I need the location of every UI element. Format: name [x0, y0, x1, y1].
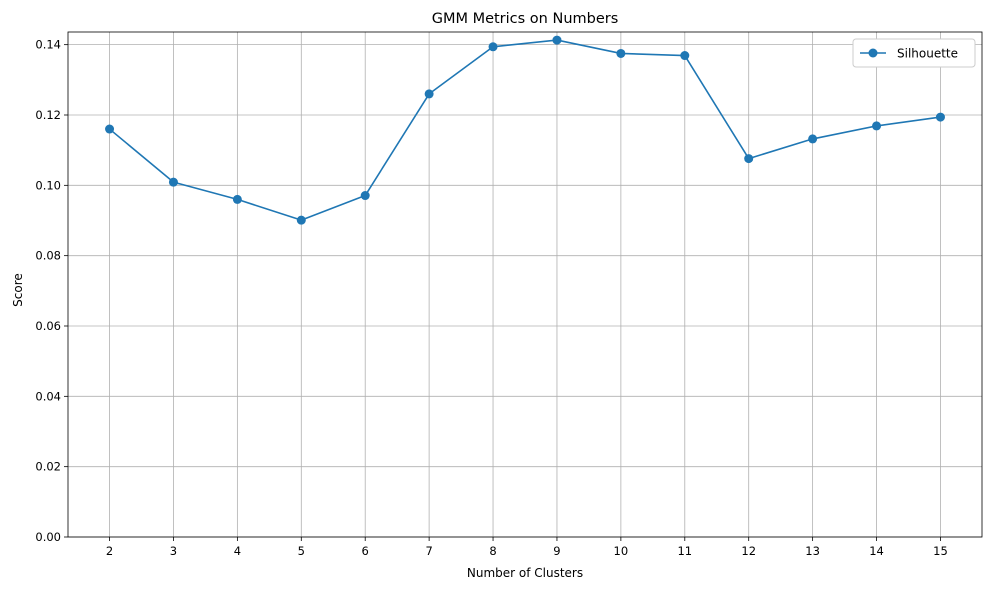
x-tick-label: 7 [425, 544, 432, 558]
legend: Silhouette [852, 38, 976, 68]
grid-lines [68, 32, 982, 538]
data-point [168, 177, 178, 187]
chart-title: GMM Metrics on Numbers [432, 11, 619, 27]
series-layer [105, 35, 945, 225]
series-line-silhouette [109, 39, 941, 221]
data-point [935, 112, 945, 122]
x-axis-label: Number of Clusters [467, 566, 583, 580]
y-axis-label: Score [11, 273, 25, 307]
x-tick-label: 9 [553, 544, 560, 558]
x-tick-label: 13 [805, 544, 820, 558]
x-tick-label: 4 [234, 544, 241, 558]
data-point [424, 89, 434, 99]
y-tick-label: 0.10 [35, 178, 61, 192]
legend-marker-swatch [868, 48, 878, 58]
x-tick-label: 14 [869, 544, 884, 558]
x-tick-label: 2 [106, 544, 113, 558]
legend-label-silhouette: Silhouette [897, 47, 958, 61]
plot-frame [67, 31, 983, 538]
data-point [552, 35, 562, 45]
y-tick-label: 0.06 [35, 319, 61, 333]
y-tick-label: 0.00 [35, 530, 61, 544]
x-tick-label: 8 [489, 544, 496, 558]
data-point [872, 121, 882, 131]
y-tick-label: 0.08 [35, 249, 61, 263]
x-tick-label: 6 [362, 544, 369, 558]
y-tick-label: 0.14 [35, 38, 61, 52]
data-point [360, 191, 370, 201]
x-tick-label: 10 [614, 544, 629, 558]
data-point [488, 42, 498, 52]
axes: 2 3 4 5 6 7 8 9 10 11 12 13 14 15 0.00 0.02 0.04 0.06 0.08… [35, 31, 983, 558]
data-point [616, 48, 626, 58]
x-tick-label: 11 [677, 544, 692, 558]
y-tick-label: 0.12 [35, 108, 61, 122]
data-point [808, 134, 818, 144]
x-tick-label: 12 [741, 544, 756, 558]
data-point [232, 194, 242, 204]
legend-box [852, 38, 976, 68]
x-tick-label: 15 [933, 544, 948, 558]
x-tick-label: 5 [298, 544, 305, 558]
data-point [296, 215, 306, 225]
data-point [744, 154, 754, 164]
data-point [105, 124, 115, 134]
y-tick-label: 0.04 [35, 389, 61, 403]
data-point [680, 51, 690, 61]
y-tick-label: 0.02 [35, 460, 61, 474]
x-tick-label: 3 [170, 544, 177, 558]
